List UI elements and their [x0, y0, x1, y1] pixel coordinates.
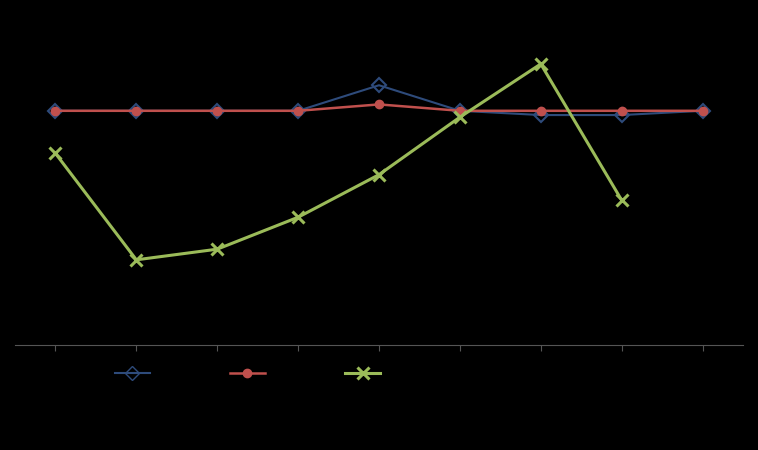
Legend: , , : , , [109, 362, 396, 387]
